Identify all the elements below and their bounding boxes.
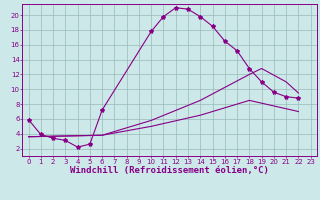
X-axis label: Windchill (Refroidissement éolien,°C): Windchill (Refroidissement éolien,°C) [70,166,269,175]
